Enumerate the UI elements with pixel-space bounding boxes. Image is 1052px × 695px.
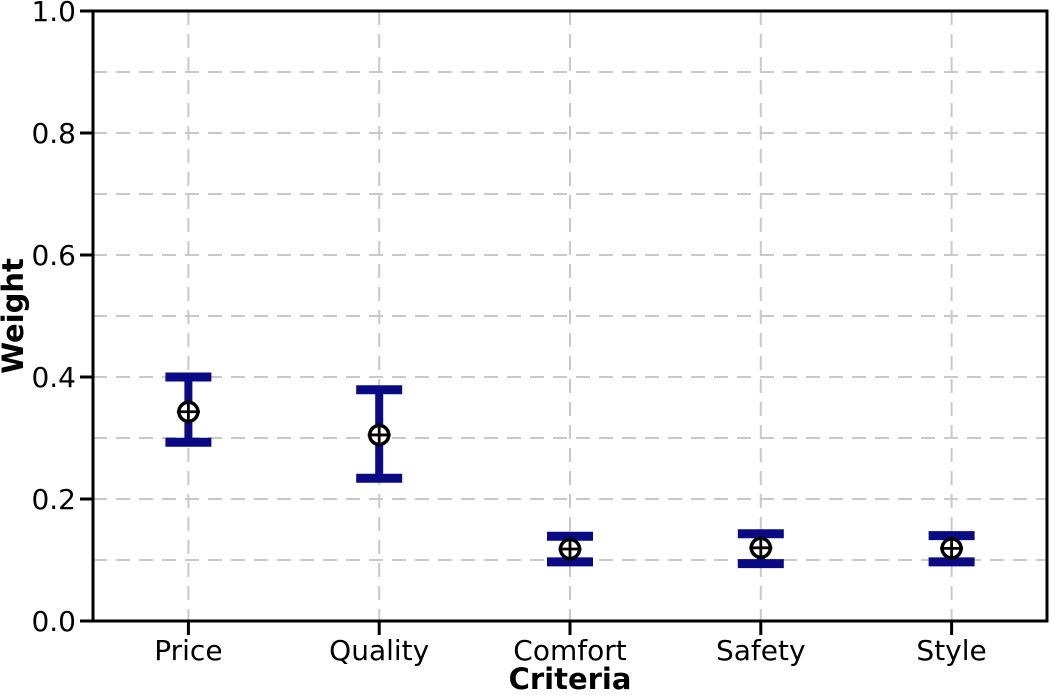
x-axis-title: Criteria xyxy=(509,662,632,695)
y-tick-label: 1.0 xyxy=(31,0,76,28)
x-tick-label: Price xyxy=(154,634,222,667)
y-tick-label: 0.6 xyxy=(31,239,76,272)
x-tick-label: Safety xyxy=(716,634,806,667)
x-tick-label: Comfort xyxy=(513,634,626,667)
y-tick-label: 0.2 xyxy=(31,483,76,516)
y-axis-title: Weight xyxy=(0,258,30,374)
x-tick-label: Quality xyxy=(329,634,429,667)
x-tick-label: Style xyxy=(916,634,986,667)
y-tick-label: 0.8 xyxy=(31,117,76,150)
y-tick-label: 0.0 xyxy=(31,605,76,638)
y-tick-label: 0.4 xyxy=(31,361,76,394)
